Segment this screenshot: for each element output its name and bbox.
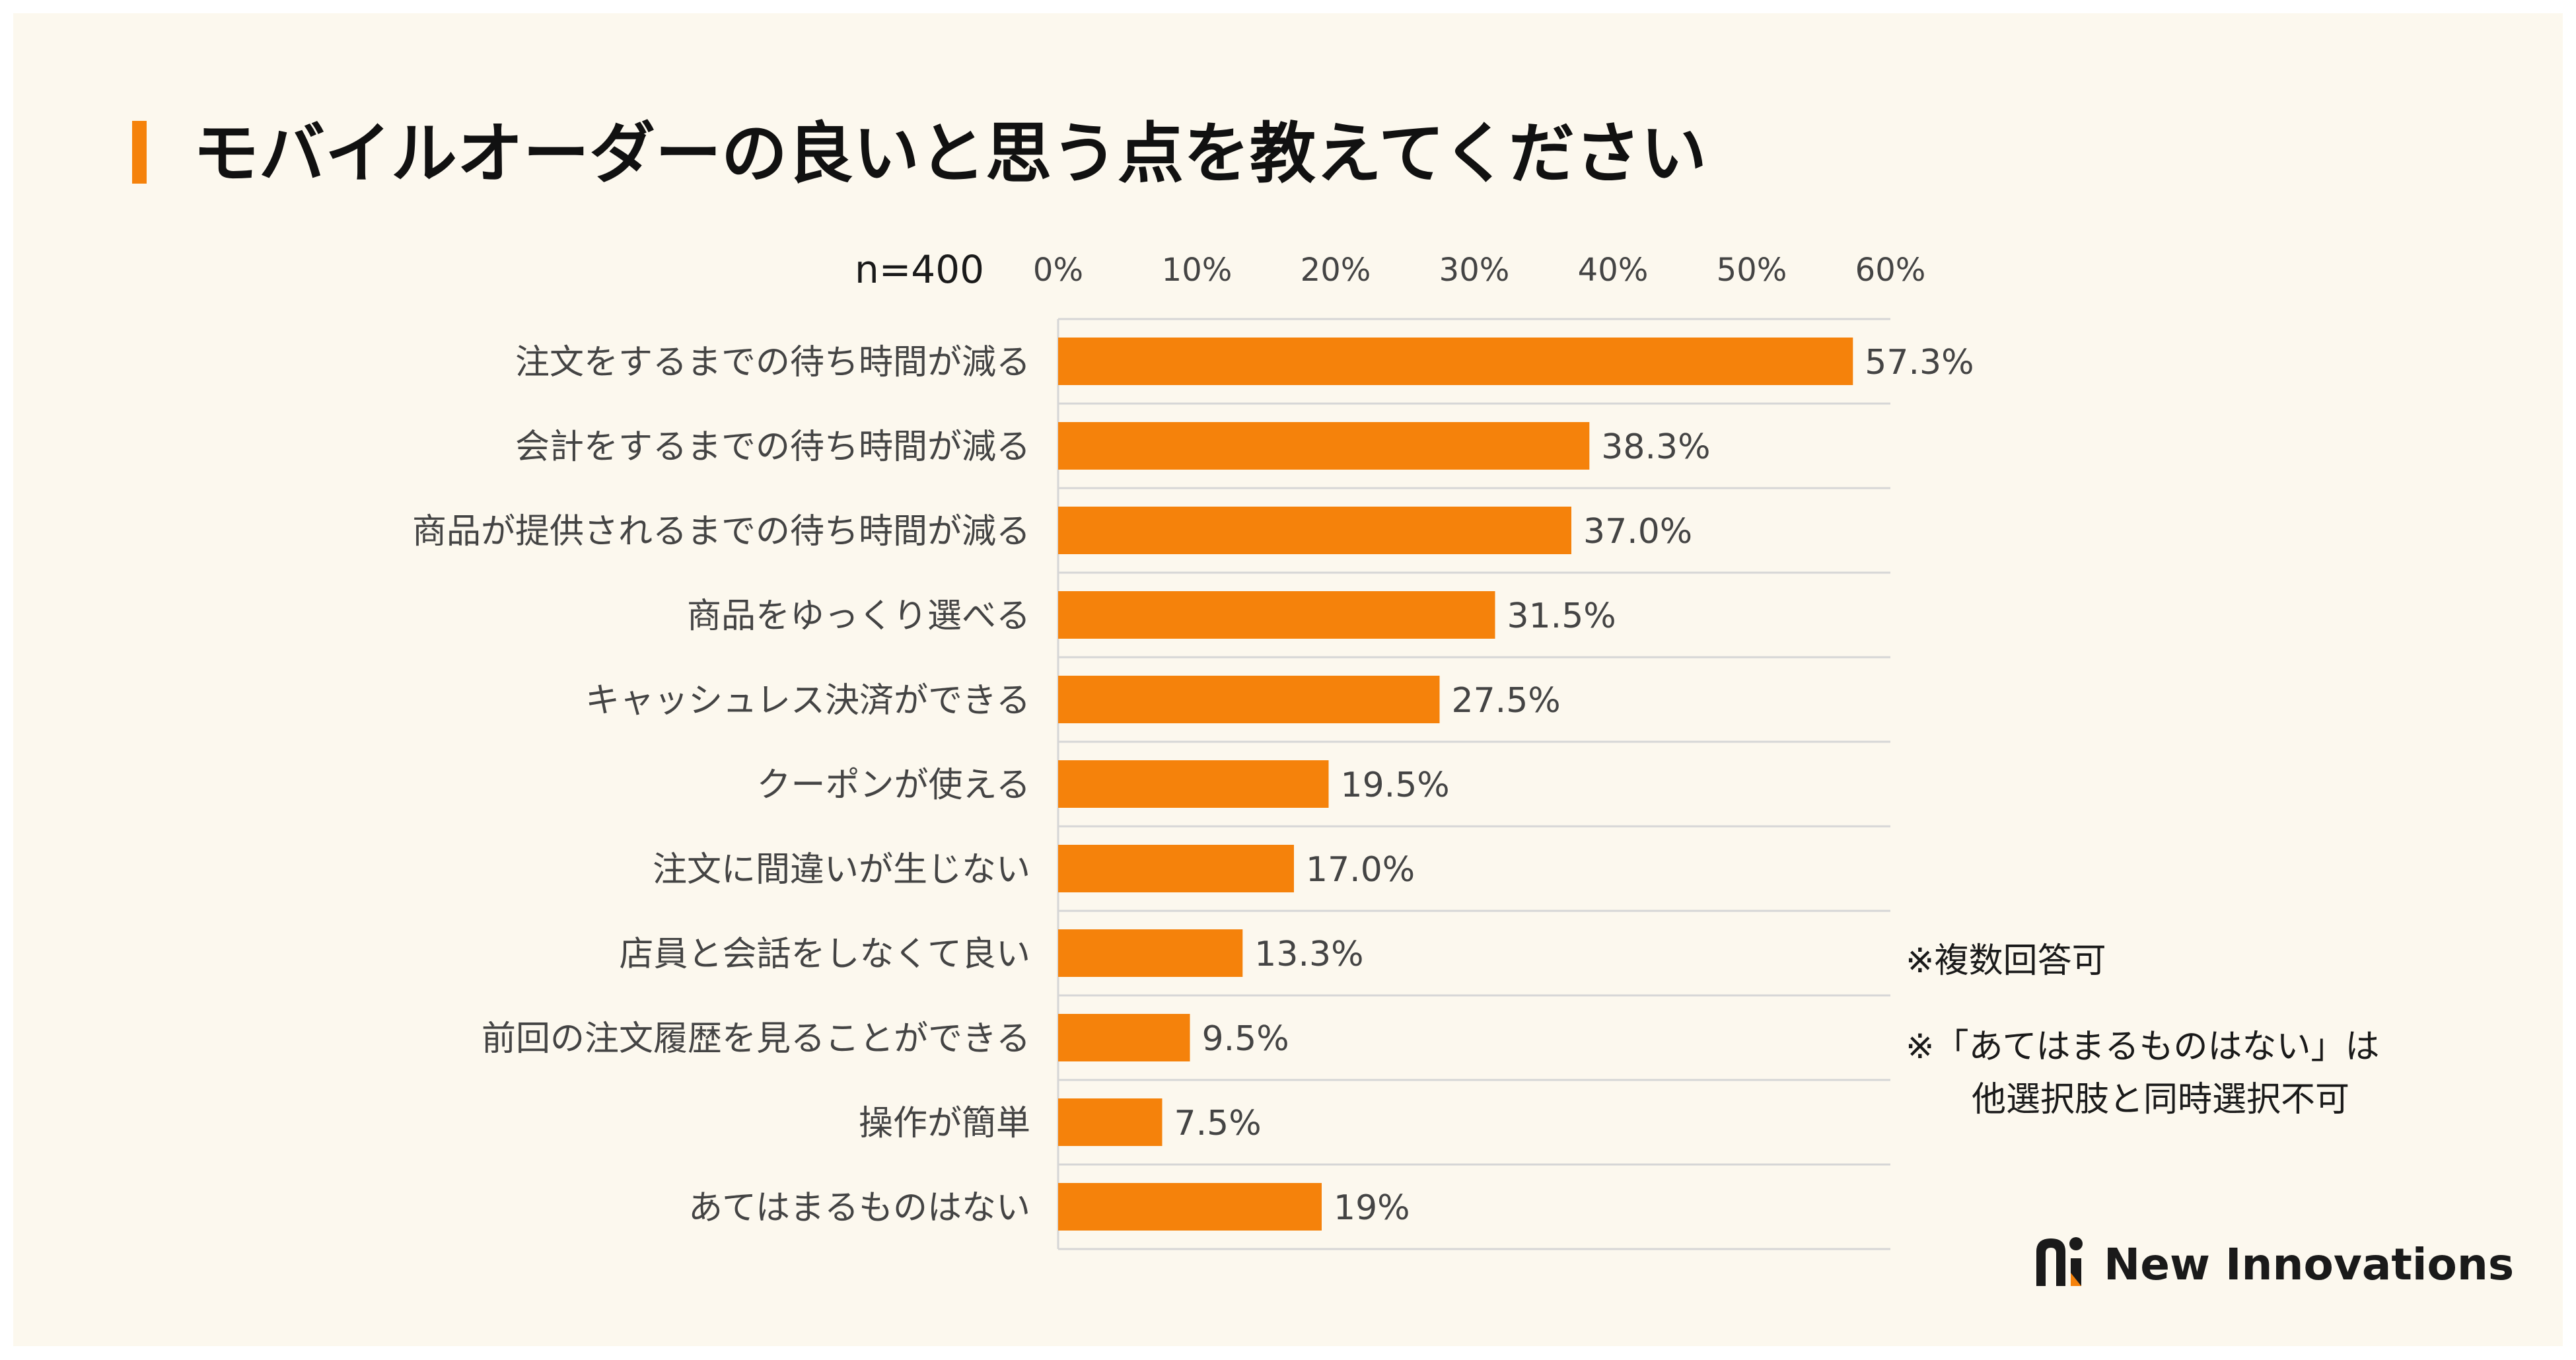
category-label: 操作が簡単 [859, 1104, 1030, 1143]
value-label: 19% [1334, 1188, 1410, 1228]
value-label: 37.0% [1583, 512, 1692, 552]
bar [1058, 676, 1440, 723]
x-tick-label: 20% [1301, 252, 1371, 289]
new-innovations-logo-icon [2036, 1237, 2083, 1286]
brand-name: New Innovations [2104, 1239, 2515, 1290]
page-title: モバイルオーダーの良いと思う点を教えてください [193, 115, 1707, 192]
value-label: 27.5% [1452, 681, 1561, 721]
value-label: 19.5% [1341, 766, 1450, 805]
category-label: 注文をするまでの待ち時間が減る [515, 343, 1030, 382]
bar [1058, 929, 1243, 977]
category-label: 前回の注文履歴を見ることができる [482, 1019, 1030, 1059]
x-tick-label: 40% [1578, 252, 1649, 289]
category-label: 会計をするまでの待ち時間が減る [515, 427, 1030, 467]
bar [1058, 1098, 1163, 1146]
category-label: クーポンが使える [757, 766, 1030, 805]
value-label: 17.0% [1306, 850, 1415, 890]
value-label: 9.5% [1202, 1019, 1289, 1059]
category-label: 店員と会話をしなくて良い [620, 935, 1030, 974]
value-label: 7.5% [1174, 1104, 1262, 1143]
bar [1058, 338, 1853, 385]
category-label: キャッシュレス決済ができる [585, 681, 1030, 721]
bar [1058, 845, 1294, 892]
bar [1058, 1014, 1190, 1061]
value-label: 57.3% [1865, 343, 1974, 382]
bar [1058, 507, 1571, 554]
x-tick-label: 10% [1162, 252, 1233, 289]
x-tick-label: 0% [1033, 252, 1083, 289]
bar [1058, 422, 1590, 470]
value-label: 38.3% [1601, 427, 1710, 467]
bar [1058, 1183, 1322, 1231]
title-accent-bar [132, 121, 147, 184]
category-label: 商品が提供されるまでの待ち時間が減る [412, 512, 1030, 552]
value-label: 13.3% [1254, 935, 1363, 974]
x-tick-label: 30% [1439, 252, 1510, 289]
note-exclusive-line2: 他選択肢と同時選択不可 [1972, 1080, 2350, 1120]
category-label: 商品をゆっくり選べる [687, 596, 1030, 636]
note-exclusive-line1: ※「あてはまるものはない」は [1906, 1027, 2380, 1067]
bar [1058, 591, 1495, 639]
value-label: 31.5% [1507, 596, 1616, 636]
bar [1058, 760, 1329, 808]
category-label: 注文に間違いが生じない [653, 850, 1030, 890]
note-multi-answer: ※複数回答可 [1906, 941, 2106, 981]
category-label: あてはまるものはない [688, 1188, 1030, 1228]
x-tick-label: 60% [1855, 252, 1926, 289]
sample-size-label: n=400 [855, 247, 984, 292]
x-tick-label: 50% [1717, 252, 1787, 289]
